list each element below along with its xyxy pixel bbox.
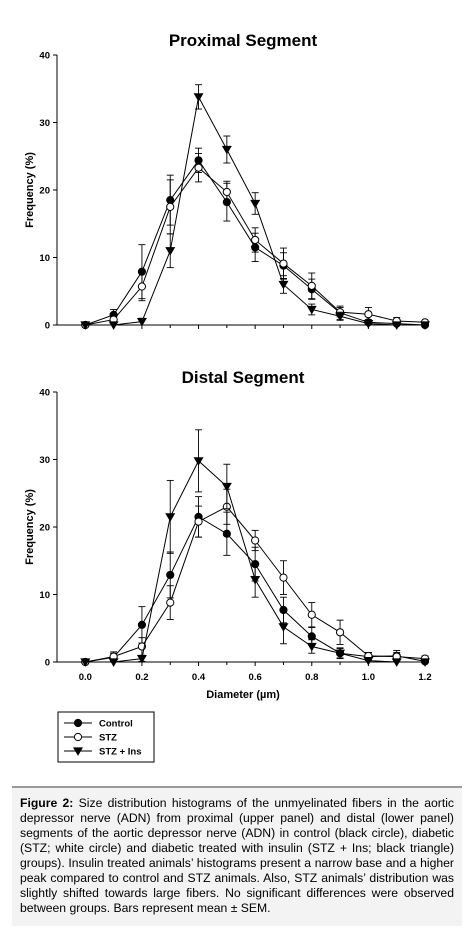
data-point bbox=[194, 517, 203, 526]
y-tick-label: 0 bbox=[45, 658, 50, 669]
y-tick-label: 30 bbox=[39, 118, 50, 129]
y-tick-label: 10 bbox=[39, 253, 50, 264]
plot-area: 0 10 20 30 40 bbox=[39, 51, 430, 332]
figure-caption: Figure 2: Size distribution histograms o… bbox=[12, 786, 462, 926]
data-point bbox=[307, 632, 316, 641]
y-tick-label: 30 bbox=[39, 455, 50, 466]
data-point bbox=[420, 321, 430, 330]
y-axis-label: Frequency (%) bbox=[24, 489, 36, 565]
distal-chart: Distal Segment Frequency (%) Diameter (µ… bbox=[24, 368, 432, 701]
data-point bbox=[136, 655, 147, 664]
data-point bbox=[108, 658, 119, 667]
legend-marker bbox=[73, 732, 83, 742]
data-point bbox=[80, 321, 91, 330]
data-point bbox=[193, 457, 204, 466]
data-point bbox=[222, 187, 231, 197]
legend-marker bbox=[73, 747, 83, 756]
caption-text: Size distribution histograms of the unmy… bbox=[20, 796, 455, 915]
y-tick-label: 10 bbox=[39, 590, 50, 601]
data-point bbox=[279, 573, 288, 582]
data-point bbox=[250, 199, 261, 209]
data-point bbox=[165, 247, 176, 256]
x-tick-label: 1.2 bbox=[418, 672, 431, 683]
series-stz bbox=[81, 153, 430, 330]
data-point bbox=[165, 513, 176, 522]
series-stz-ins bbox=[80, 84, 430, 330]
data-point bbox=[80, 658, 91, 667]
data-point bbox=[420, 658, 430, 667]
chart-title: Proximal Segment bbox=[169, 31, 318, 50]
figure: Proximal Segment Frequency (%) 0 10 20 30 40… bbox=[24, 31, 432, 763]
data-point bbox=[193, 93, 204, 102]
y-tick-label: 20 bbox=[39, 523, 50, 534]
legend-label: Control bbox=[99, 719, 133, 730]
x-tick-label: 0.0 bbox=[79, 672, 92, 683]
y-tick-label: 40 bbox=[39, 51, 50, 62]
y-axis-label: Frequency (%) bbox=[24, 152, 36, 228]
data-point bbox=[221, 145, 232, 155]
legend-label: STZ + Ins bbox=[99, 747, 142, 758]
data-point bbox=[221, 482, 232, 492]
data-point bbox=[250, 576, 261, 585]
chart-title: Distal Segment bbox=[182, 368, 305, 387]
data-point bbox=[364, 310, 373, 319]
data-point bbox=[278, 280, 289, 290]
data-point bbox=[251, 536, 260, 545]
x-tick-label: 0.4 bbox=[192, 672, 206, 683]
x-tick-label: 0.8 bbox=[305, 672, 318, 683]
plot-area: 0 10 20 30 40 0.0 0.2 0.4 0.6 0.8 1.0 1.2 bbox=[39, 388, 431, 684]
data-point bbox=[278, 623, 289, 632]
data-point bbox=[335, 649, 346, 659]
data-point bbox=[137, 282, 147, 291]
data-point bbox=[251, 235, 260, 245]
data-point bbox=[307, 281, 316, 290]
y-tick-label: 20 bbox=[39, 186, 50, 197]
data-point bbox=[166, 598, 175, 607]
data-point bbox=[391, 658, 402, 667]
caption-label: Figure 2: bbox=[20, 796, 74, 810]
legend-marker bbox=[73, 718, 83, 728]
data-point bbox=[137, 620, 147, 629]
data-point bbox=[279, 259, 288, 268]
data-point bbox=[306, 642, 317, 652]
legend: Control STZ STZ + Ins bbox=[57, 711, 155, 763]
data-point bbox=[335, 628, 345, 637]
data-point bbox=[194, 163, 203, 172]
y-tick-label: 40 bbox=[39, 388, 50, 399]
data-point bbox=[306, 305, 317, 315]
data-point bbox=[363, 657, 374, 666]
data-point bbox=[166, 570, 175, 580]
data-point bbox=[307, 610, 316, 619]
data-point bbox=[222, 529, 231, 538]
x-tick-label: 1.0 bbox=[362, 672, 375, 683]
y-tick-label: 0 bbox=[45, 321, 50, 332]
data-point bbox=[335, 312, 346, 322]
data-point bbox=[136, 317, 147, 327]
legend-label: STZ bbox=[99, 733, 117, 744]
data-point bbox=[363, 320, 374, 329]
series-stz-ins bbox=[80, 429, 430, 667]
data-point bbox=[166, 202, 175, 211]
data-point bbox=[391, 321, 402, 330]
x-tick-label: 0.2 bbox=[135, 672, 148, 683]
data-point bbox=[108, 321, 119, 330]
x-tick-label: 0.6 bbox=[249, 672, 262, 683]
x-axis-label: Diameter (µm) bbox=[206, 689, 280, 701]
proximal-chart: Proximal Segment Frequency (%) 0 10 20 30 40 bbox=[24, 31, 430, 332]
